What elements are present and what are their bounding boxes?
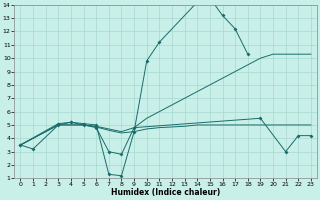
X-axis label: Humidex (Indice chaleur): Humidex (Indice chaleur) (111, 188, 220, 197)
